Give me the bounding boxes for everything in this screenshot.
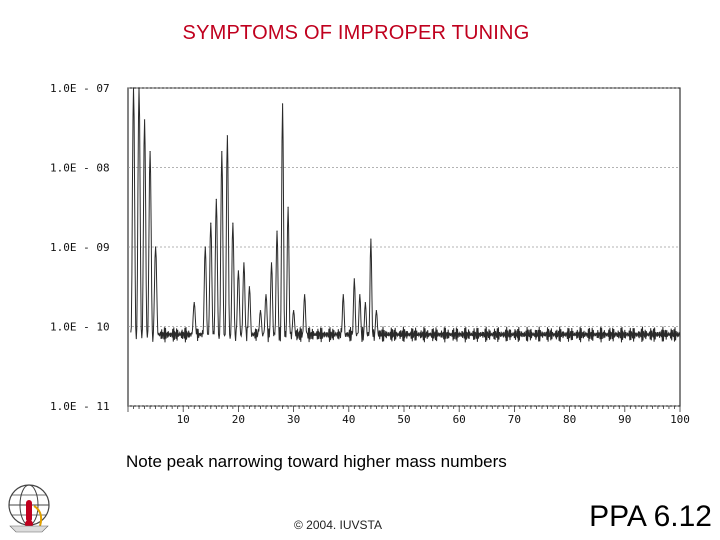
spectrum-peak	[259, 310, 262, 312]
spectrum-peak	[215, 198, 217, 200]
slide-title: SYMPTOMS OF IMPROPER TUNING	[182, 22, 530, 44]
x-tick-label: 10	[177, 413, 190, 426]
iuvsta-globe-logo-icon	[8, 484, 50, 533]
spectrum-peak	[359, 294, 361, 296]
spectrum-peak	[293, 310, 295, 312]
x-tick-label: 80	[563, 413, 576, 426]
x-tick-label: 20	[232, 413, 245, 426]
spectrum-trace	[130, 87, 681, 343]
slide-note: Note peak narrowing toward higher mass n…	[126, 452, 507, 471]
spectrum-peak	[287, 206, 289, 208]
slide-number: PPA 6.12	[589, 500, 712, 533]
y-tick-label: 1.0E - 09	[50, 241, 110, 254]
spectrum-peak	[304, 294, 306, 296]
spectrum-peak	[237, 270, 239, 272]
spectrum-peak	[226, 135, 228, 137]
spectrum-peak	[204, 246, 206, 248]
y-tick-label: 1.0E - 10	[50, 321, 110, 334]
spectrum-peak	[243, 262, 245, 264]
spectrum-peak	[155, 246, 157, 248]
spectrum-peak	[370, 238, 372, 240]
spectrum-peak	[143, 119, 146, 121]
spectrum-peak	[281, 103, 284, 105]
mass-spectrum-chart: 1.0E - 07 1.0E - 08 1.0E - 09 1.0E - 10 1.0E…	[50, 82, 690, 426]
spectrum-peak	[232, 222, 234, 224]
spectrum-peak	[149, 151, 151, 153]
copyright-notice: © 2004. IUVSTA	[294, 518, 382, 532]
spectrum-peak	[342, 294, 344, 296]
spectrum-peak	[270, 262, 273, 264]
y-tick-label: 1.0E - 11	[50, 400, 110, 413]
spectrum-peak	[221, 151, 223, 153]
spectrum-peak	[132, 87, 135, 89]
spectrum-peak	[353, 278, 355, 280]
x-tick-label: 70	[508, 413, 521, 426]
x-tick-label: 100	[670, 413, 690, 426]
x-tick-label: 60	[453, 413, 466, 426]
y-tick-label: 1.0E - 07	[50, 82, 110, 95]
spectrum-peak	[375, 310, 377, 312]
y-tick-label: 1.0E - 08	[50, 162, 110, 175]
x-tick-label: 30	[287, 413, 300, 426]
spectrum-peak	[276, 230, 278, 232]
spectrum-peak	[248, 286, 251, 288]
spectrum-peak	[210, 222, 212, 224]
spectrum-peak	[364, 302, 366, 304]
spectrum-peak	[193, 302, 195, 304]
x-tick-label: 50	[397, 413, 410, 426]
spectrum-peak	[265, 294, 267, 296]
x-tick-label: 40	[342, 413, 355, 426]
spectrum-peak	[138, 87, 140, 89]
x-tick-label: 90	[618, 413, 631, 426]
